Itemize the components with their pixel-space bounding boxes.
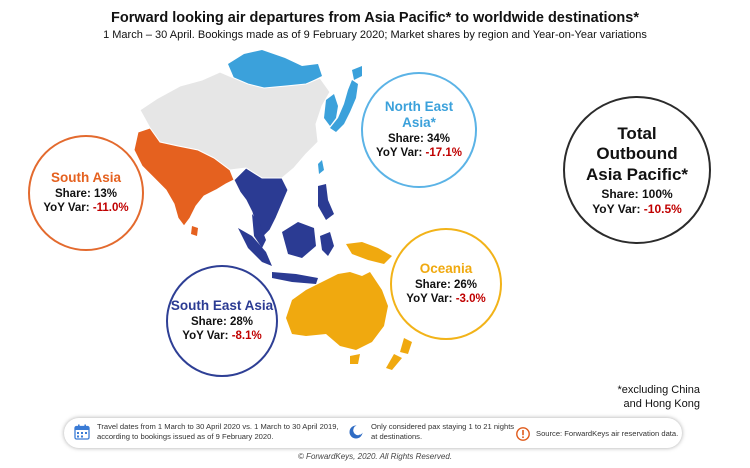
yoy-label: YoY Var:: [182, 330, 229, 343]
region-sumatra: [238, 228, 272, 266]
yoy-row: YoY Var: -11.0%: [43, 202, 128, 216]
share-value: Share: 100%: [601, 187, 673, 202]
region-new-zealand-north: [400, 338, 412, 354]
region-south-asia: [133, 127, 235, 227]
region-korea: [324, 94, 338, 126]
yoy-value: -11.0%: [92, 202, 129, 215]
region-japan: [330, 80, 358, 132]
region-japan-hokkaido: [352, 66, 362, 80]
bubble-total-outbound: Total Outbound Asia Pacific* Share: 100%…: [563, 96, 711, 244]
footer-source: Source: ForwardKeys air reservation data…: [516, 427, 681, 441]
stay-length-text: Only considered pax staying 1 to 21 nigh…: [371, 422, 515, 442]
page-title: Forward looking air departures from Asia…: [110, 10, 639, 26]
region-south-east-asia-mainland: [233, 167, 289, 239]
yoy-row: YoY Var: -10.5%: [592, 202, 682, 216]
footer-notes: Travel dates from 1 March to 30 April 20…: [64, 418, 682, 448]
yoy-value: -17.1%: [425, 147, 462, 160]
region-philippines: [318, 184, 334, 220]
yoy-value: -3.0%: [455, 293, 486, 306]
exclusion-note: *excluding China and Hong Kong: [560, 383, 700, 412]
bubble-south-asia: South Asia Share: 13% YoY Var: -11.0%: [28, 135, 144, 251]
region-borneo: [282, 222, 316, 258]
footer-stay-length: Only considered pax staying 1 to 21 nigh…: [349, 422, 519, 443]
region-tasmania: [350, 354, 360, 364]
region-name: Oceania: [419, 261, 473, 277]
moon-icon: [349, 425, 363, 439]
region-java: [272, 272, 318, 284]
region-australia: [286, 272, 388, 350]
share-value: Share: 34%: [387, 133, 450, 146]
travel-dates-text: Travel dates from 1 March to 30 April 20…: [97, 422, 339, 442]
region-sri-lanka: [191, 226, 198, 236]
warning-icon: [516, 427, 530, 441]
bubble-south-east-asia: South East Asia Share: 28% YoY Var: -8.1…: [166, 265, 278, 377]
exclusion-note-line2: and Hong Kong: [623, 398, 700, 411]
region-mongolia: [228, 50, 322, 88]
copyright: © ForwardKeys, 2020. All Rights Reserved…: [297, 452, 453, 461]
yoy-label: YoY Var:: [592, 201, 641, 216]
region-new-zealand-south: [386, 354, 402, 370]
footer-travel-dates: Travel dates from 1 March to 30 April 20…: [74, 422, 359, 443]
region-taiwan: [318, 160, 324, 174]
exclusion-note-line1: *excluding China: [617, 384, 700, 396]
yoy-row: YoY Var: -3.0%: [406, 293, 486, 307]
region-sulawesi: [320, 232, 334, 256]
yoy-value: -10.5%: [643, 201, 682, 216]
share-value: Share: 26%: [414, 279, 477, 292]
yoy-value: -8.1%: [231, 330, 262, 343]
yoy-label: YoY Var:: [406, 293, 453, 306]
source-text: Source: ForwardKeys air reservation data…: [536, 428, 679, 438]
yoy-row: YoY Var: -8.1%: [182, 330, 262, 344]
calendar-icon: [74, 424, 90, 440]
page-subtitle: 1 March – 30 April. Bookings made as of …: [103, 29, 647, 41]
share-value: Share: 13%: [54, 188, 117, 201]
bubble-north-east-asia: North East Asia* Share: 34% YoY Var: -17…: [361, 72, 477, 188]
region-malay-peninsula: [252, 214, 266, 248]
bubble-oceania: Oceania Share: 26% YoY Var: -3.0%: [390, 228, 502, 340]
yoy-label: YoY Var:: [376, 147, 423, 160]
region-name: Total Outbound Asia Pacific*: [585, 124, 689, 184]
yoy-row: YoY Var: -17.1%: [376, 147, 462, 161]
yoy-label: YoY Var:: [43, 202, 90, 215]
region-name: South Asia: [50, 170, 121, 186]
region-name: South East Asia: [170, 298, 274, 314]
region-papua: [346, 242, 392, 264]
region-name: North East Asia*: [384, 99, 454, 131]
share-value: Share: 28%: [190, 316, 253, 329]
